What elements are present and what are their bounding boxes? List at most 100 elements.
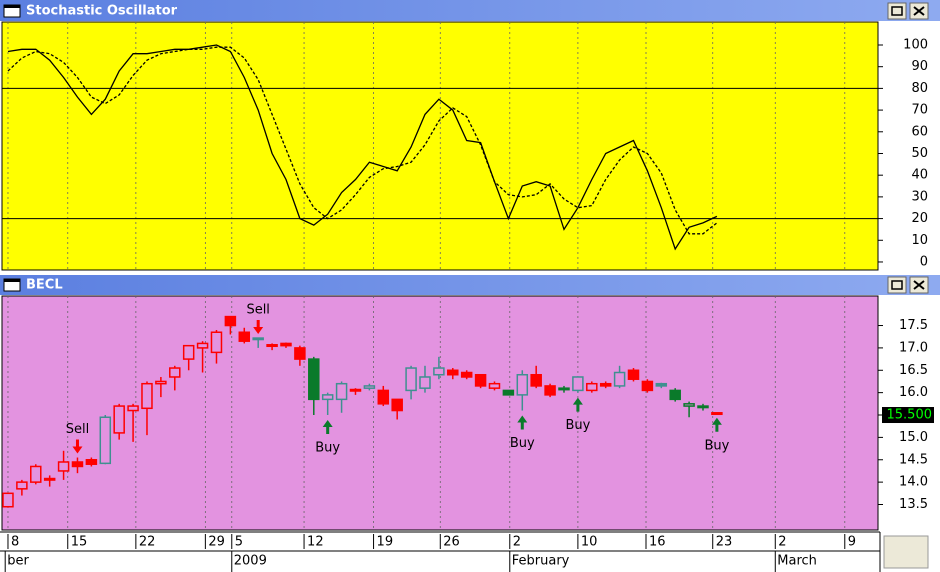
candle-body xyxy=(433,367,445,376)
candle-body xyxy=(711,412,723,416)
x-tick-label: 29 xyxy=(208,535,225,550)
candle-body xyxy=(224,315,237,327)
corner-box xyxy=(883,535,929,569)
y-tick-label: 14.0 xyxy=(899,475,928,490)
candle-body xyxy=(502,389,515,396)
candle-body xyxy=(363,385,376,389)
y-tick-label: 70 xyxy=(911,103,928,118)
close-icon xyxy=(913,280,925,290)
candle-body xyxy=(516,373,529,396)
candle-body xyxy=(127,405,139,412)
y-tick-label: 30 xyxy=(911,189,928,204)
panel-title: BECL xyxy=(26,278,63,293)
candle-body xyxy=(627,369,640,380)
x-tick-label: 26 xyxy=(443,535,460,550)
signal-label: Buy xyxy=(565,418,590,433)
candle-body xyxy=(683,403,695,407)
candle-body xyxy=(558,387,570,391)
candle-body xyxy=(460,371,473,378)
candle-body xyxy=(599,382,612,387)
candle-body xyxy=(280,342,292,347)
x-tick-label: 2 xyxy=(778,535,786,550)
y-tick-label: 100 xyxy=(903,37,928,52)
signal-arrow xyxy=(322,420,333,435)
window-icon-bar xyxy=(4,279,20,282)
y-tick-label: 60 xyxy=(911,124,928,139)
y-tick-label: 16.0 xyxy=(899,385,928,400)
x-tick-label: 2 xyxy=(513,535,521,550)
signal-arrow xyxy=(711,417,722,432)
candle-body xyxy=(266,344,278,348)
maximize-button[interactable] xyxy=(887,276,907,294)
candle-body xyxy=(169,367,181,378)
x-tick-label: 10 xyxy=(581,535,598,550)
y-tick-label: 0 xyxy=(920,254,928,269)
candle-body xyxy=(141,382,153,410)
x-tick-label: ber xyxy=(7,554,29,569)
signal-label: Buy xyxy=(315,441,340,456)
x-tick-label: February xyxy=(512,554,570,569)
x-tick-label: 12 xyxy=(307,535,324,550)
candle-body xyxy=(113,405,125,434)
candle-body xyxy=(391,398,403,412)
candle-body xyxy=(572,376,584,392)
title-bar xyxy=(0,275,940,295)
maximize-button[interactable] xyxy=(887,2,907,20)
last-price-label: 15.500 xyxy=(887,408,933,423)
x-tick-label: 8 xyxy=(11,535,19,550)
candle-body xyxy=(405,367,417,392)
series-line xyxy=(7,46,718,235)
signal-arrow xyxy=(253,320,264,335)
candle-body xyxy=(238,331,251,342)
candle-body xyxy=(530,373,542,387)
y-tick-label: 90 xyxy=(911,59,928,74)
candle-body xyxy=(57,461,70,472)
y-tick-label: 80 xyxy=(911,81,928,96)
candle-body xyxy=(30,465,42,483)
candle-body xyxy=(71,461,84,468)
window-icon-bar xyxy=(4,5,20,8)
y-tick-label: 14.5 xyxy=(899,452,928,467)
last-price-box xyxy=(882,407,934,424)
candle-body xyxy=(377,389,390,405)
candle-body xyxy=(669,389,681,401)
candle-body xyxy=(349,388,362,392)
x-tick-label: 16 xyxy=(649,535,666,550)
candle-body xyxy=(474,373,487,387)
candle-body xyxy=(155,380,167,385)
signal-arrow xyxy=(517,415,528,430)
x-tick-label: 5 xyxy=(235,535,243,550)
x-tick-label: 15 xyxy=(71,535,88,550)
candle-body xyxy=(419,376,431,389)
x-tick-label: 9 xyxy=(848,535,856,550)
y-tick-label: 20 xyxy=(911,211,928,226)
x-tick-label: March xyxy=(777,554,817,569)
x-tick-label: 2009 xyxy=(234,554,267,569)
candle-body xyxy=(308,358,320,401)
y-tick-label: 10 xyxy=(911,233,928,248)
signal-label: Sell xyxy=(66,422,89,437)
y-tick-label: 13.5 xyxy=(899,497,928,512)
candle-body xyxy=(99,416,112,465)
candle-body xyxy=(16,481,28,490)
candle-body xyxy=(85,459,98,465)
candle-body xyxy=(294,347,306,360)
candle-body xyxy=(641,380,654,392)
close-icon xyxy=(913,6,925,16)
candle-body xyxy=(210,331,223,354)
candle-body xyxy=(335,382,348,401)
x-tick-label: 19 xyxy=(377,535,394,550)
candle-body xyxy=(252,337,264,341)
candle-body xyxy=(182,344,195,360)
y-tick-label: 16.5 xyxy=(899,363,928,378)
maximize-icon xyxy=(891,6,903,16)
candle-body xyxy=(544,385,556,396)
x-tick-label: 23 xyxy=(716,535,733,550)
signal-label: Buy xyxy=(510,436,535,451)
candle-body xyxy=(43,477,56,481)
y-tick-label: 50 xyxy=(911,146,928,161)
candle-body xyxy=(586,382,598,392)
y-tick-label: 15.0 xyxy=(899,430,928,445)
maximize-icon xyxy=(891,280,903,290)
